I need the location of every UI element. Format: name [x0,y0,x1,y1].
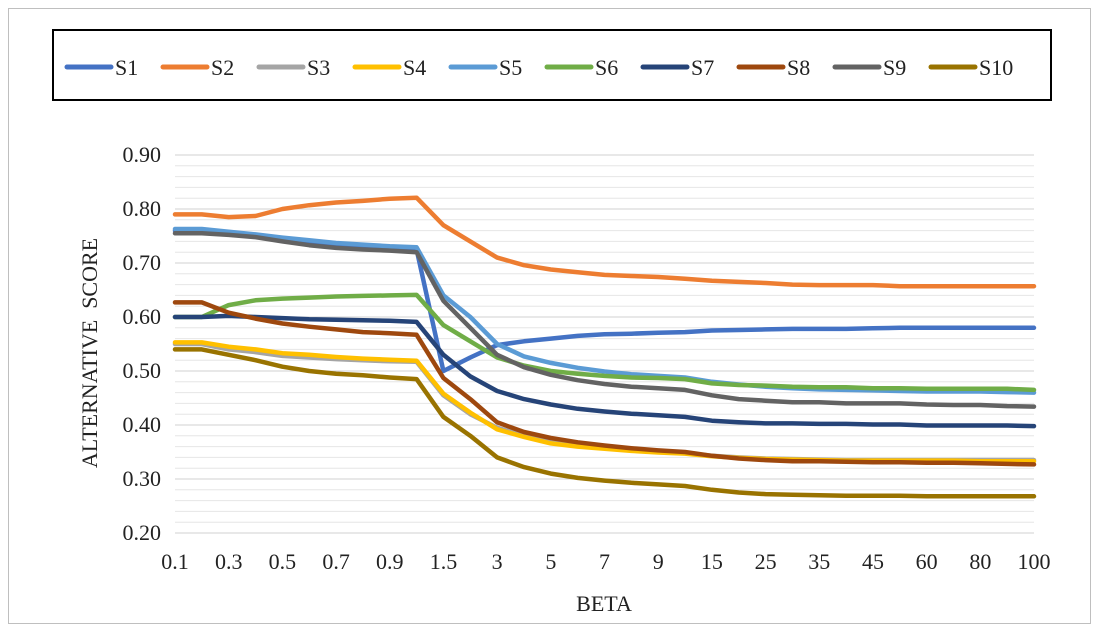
x-tick-label: 0.7 [322,549,350,574]
y-tick-label: 0.30 [123,466,162,491]
x-tick-label: 15 [701,549,723,574]
legend-label-s4: S4 [403,55,426,80]
x-tick-label: 3 [492,549,503,574]
gridlines [175,154,1034,534]
y-tick-label: 0.50 [123,358,162,383]
legend-label-s7: S7 [691,55,714,80]
x-tick-label: 9 [653,549,664,574]
x-tick-label: 45 [862,549,884,574]
x-tick-labels: 0.1 0.3 0.5 0.7 0.9 1.5 3 5 7 9 15 25 35 45 60 80 100 [161,549,1050,574]
y-tick-label: 0.40 [123,412,162,437]
x-tick-label: 60 [916,549,938,574]
series-line-s9 [172,231,1037,409]
x-tick-label: 5 [545,549,556,574]
x-tick-label: 0.5 [269,549,297,574]
x-tick-label: 0.1 [161,549,189,574]
legend-label-s1: S1 [115,55,138,80]
legend-label-s6: S6 [595,55,618,80]
y-tick-label: 0.70 [123,250,162,275]
y-tick-labels: 0.20 0.30 0.40 0.50 0.60 0.70 0.80 0.90 [123,142,162,545]
y-tick-label: 0.80 [123,196,162,221]
x-tick-label: 1.5 [430,549,458,574]
line-chart: S1 S2 S3 S4 S5 S6 S7 S8 S9 S10 0.200.300.400.500.… [52,29,1052,616]
x-tick-label: 35 [808,549,830,574]
legend-label-s9: S9 [883,55,906,80]
legend-label-s3: S3 [307,55,330,80]
legend-label-s2: S2 [211,55,234,80]
y-tick-label: 0.20 [123,520,162,545]
chart-frame: S1 S2 S3 S4 S5 S6 S7 S8 S9 S10 0.20 0.30 0.40 0.50 0.… [8,8,1091,624]
y-axis-label: ALTERNATIVE SCORE [77,238,102,468]
series-line-s5 [172,226,1037,395]
legend-label-s5: S5 [499,55,522,80]
x-tick-label: 80 [969,549,991,574]
series-line-s2 [172,195,1037,289]
legend-label-s8: S8 [787,55,810,80]
x-tick-label: 7 [599,549,610,574]
x-tick-label: 100 [1018,549,1051,574]
y-tick-label: 0.60 [123,304,162,329]
series-line-s6 [172,292,1037,393]
series-line-s10 [172,347,1037,499]
x-tick-label: 25 [755,549,777,574]
legend-label-s10: S10 [979,55,1013,80]
series-lines [172,195,1037,499]
series-line-s7 [172,313,1037,429]
x-tick-label: 0.3 [215,549,243,574]
series-line-s1 [172,228,1037,374]
y-tick-label: 0.90 [123,142,162,167]
x-tick-label: 0.9 [376,549,404,574]
x-axis-label: BETA [576,591,632,616]
legend: S1 S2 S3 S4 S5 S6 S7 S8 S9 S10 [64,55,1013,80]
series-line-s8 [172,300,1037,467]
